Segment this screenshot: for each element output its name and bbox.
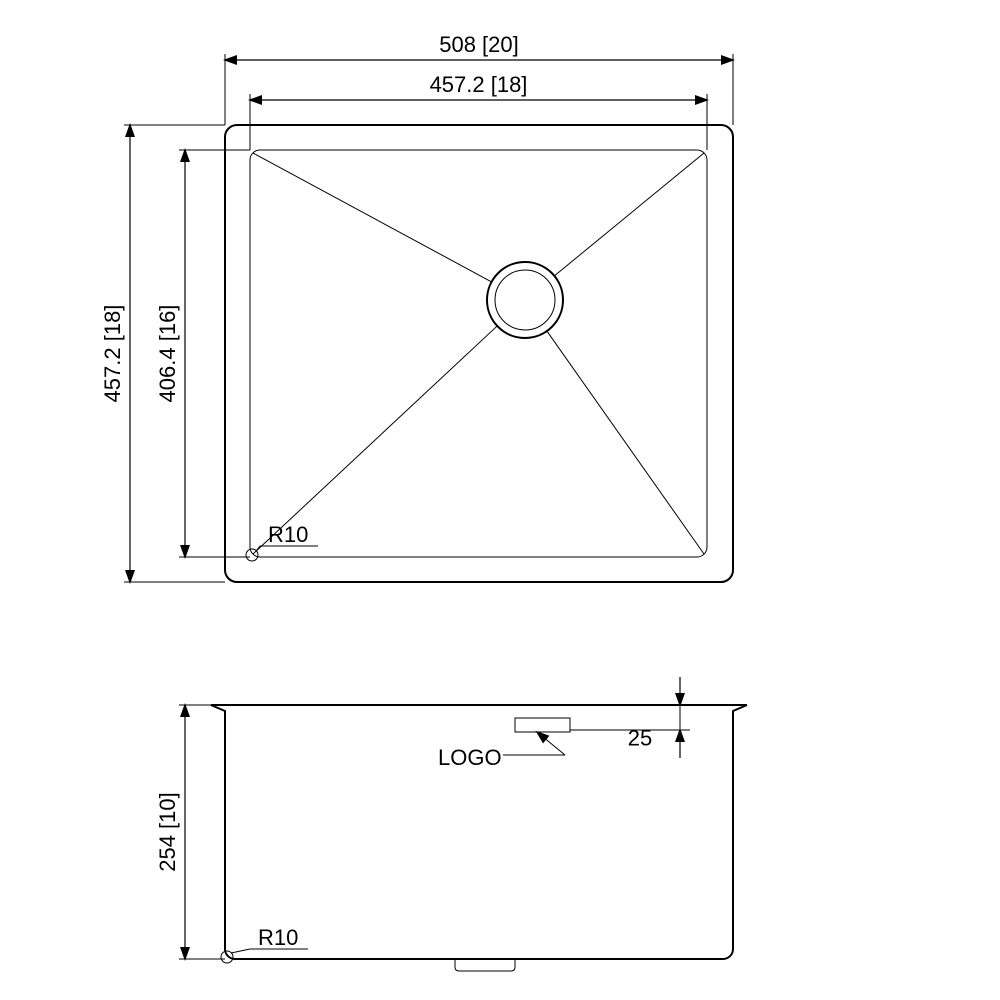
- fold-line-2: [547, 331, 704, 554]
- logo-label: LOGO: [438, 745, 502, 770]
- top-radius-label: R10: [268, 522, 308, 547]
- dim-25-label: 25: [628, 726, 652, 751]
- logo-plate: [515, 718, 570, 732]
- fold-line-3: [253, 326, 497, 554]
- fold-line-1: [554, 153, 704, 276]
- dim-height-inner-label: 406.4 [16]: [155, 305, 180, 403]
- top-outer-rect: [225, 125, 733, 582]
- drain-inner-circle: [495, 270, 555, 330]
- dim-height-outer-label: 457.2 [18]: [100, 305, 125, 403]
- dim-width-inner-label: 457.2 [18]: [430, 72, 528, 97]
- dim-width-outer-label: 508 [20]: [439, 32, 519, 57]
- top-inner-rect: [250, 150, 707, 557]
- drain-outer-circle: [487, 262, 563, 338]
- side-profile: [211, 705, 747, 959]
- dim-side-height-label: 254 [10]: [155, 792, 180, 872]
- fold-line-0: [253, 153, 492, 282]
- side-radius-leader: [231, 949, 250, 953]
- logo-leader: [537, 732, 565, 755]
- drain-stub: [455, 959, 515, 971]
- side-radius-label: R10: [258, 925, 298, 950]
